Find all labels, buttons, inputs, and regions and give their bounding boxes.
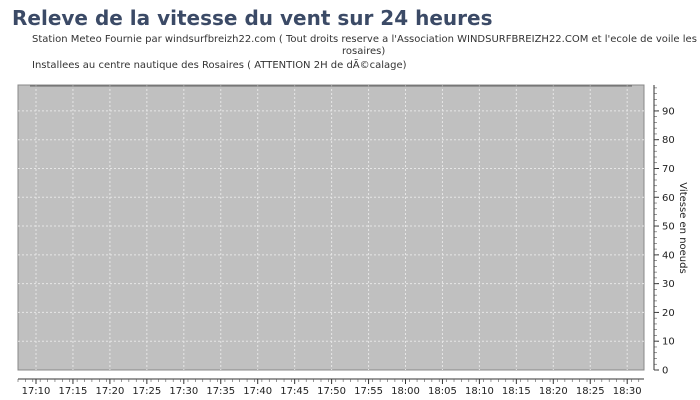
- x-tick-label: 17:20: [95, 386, 124, 397]
- y-tick-label: 90: [662, 106, 675, 117]
- x-tick-label: 17:30: [169, 386, 198, 397]
- y-tick-label: 60: [662, 193, 675, 204]
- y-tick-label: 80: [662, 135, 675, 146]
- y-tick-label: 40: [662, 250, 675, 261]
- y-axis-title: Vitesse en noeuds: [677, 182, 688, 273]
- plot-area: [17, 84, 645, 371]
- x-tick-label: 17:45: [280, 386, 309, 397]
- x-tick-label: 18:05: [428, 386, 457, 397]
- x-tick-label: 18:20: [539, 386, 568, 397]
- chart-title: Releve de la vitesse du vent sur 24 heur…: [12, 6, 493, 30]
- x-tick-label: 18:30: [613, 386, 642, 397]
- x-tick-label: 17:55: [354, 386, 383, 397]
- x-tick-label: 18:10: [465, 386, 494, 397]
- x-tick-label: 18:00: [391, 386, 420, 397]
- y-tick-label: 10: [662, 337, 675, 348]
- y-tick-label: 30: [662, 279, 675, 290]
- y-tick-label: 70: [662, 164, 675, 175]
- x-tick-label: 17:10: [22, 386, 51, 397]
- x-tick-label: 17:15: [59, 386, 88, 397]
- x-tick-label: 18:25: [576, 386, 605, 397]
- chart-subtitle-line2: Installees au centre nautique des Rosair…: [32, 60, 407, 71]
- x-tick-label: 17:40: [243, 386, 272, 397]
- x-tick-label: 17:50: [317, 386, 346, 397]
- chart-subtitle-line1-continued: rosaires): [342, 46, 386, 57]
- chart-subtitle-line1: Station Meteo Fournie par windsurfbreizh…: [32, 34, 697, 45]
- x-tick-label: 17:35: [206, 386, 235, 397]
- y-tick-label: 50: [662, 222, 675, 233]
- y-tick-label: 20: [662, 308, 675, 319]
- y-tick-label: 0: [662, 366, 668, 377]
- x-tick-label: 18:15: [502, 386, 531, 397]
- x-tick-label: 17:25: [132, 386, 161, 397]
